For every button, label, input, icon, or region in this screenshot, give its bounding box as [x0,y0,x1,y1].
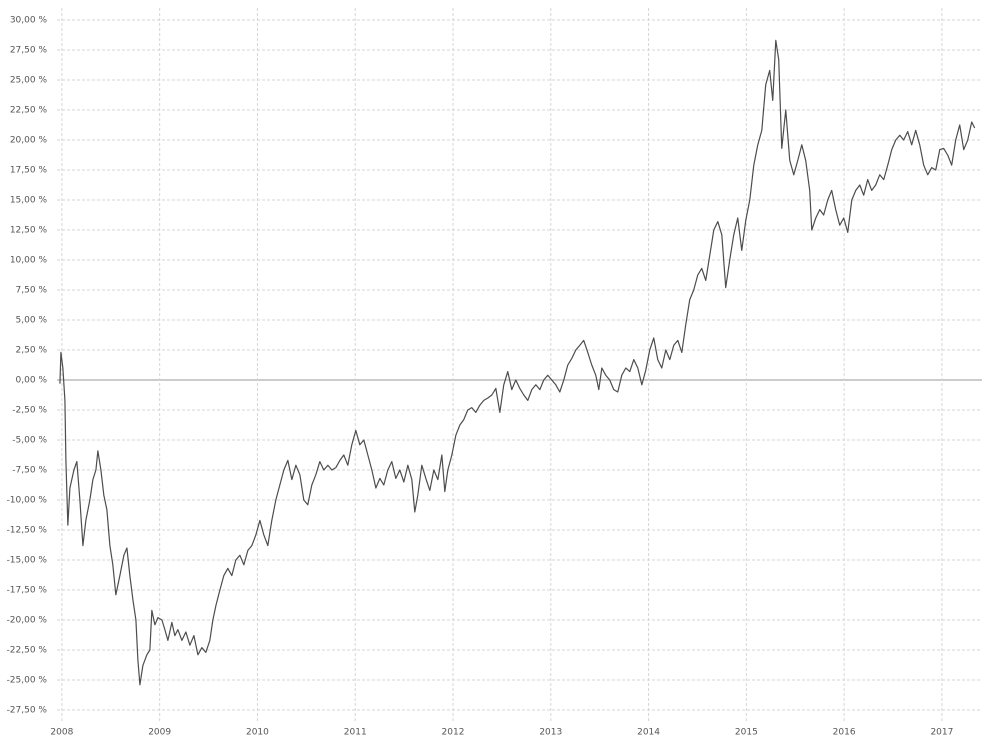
y-tick-label: 17,50 % [10,166,48,176]
y-tick-label: -22,50 % [7,646,48,656]
y-tick-label: 22,50 % [10,106,48,116]
y-tick-label: -12,50 % [7,526,48,536]
y-tick-label: 20,00 % [10,136,48,146]
x-tick-label: 2009 [148,728,171,738]
x-tick-label: 2011 [344,728,367,738]
x-tick-label: 2015 [735,728,758,738]
y-tick-label: 10,00 % [10,256,48,266]
y-tick-label: -5,00 % [12,436,47,446]
y-tick-label: 12,50 % [10,226,48,236]
x-tick-label: 2008 [50,728,73,738]
y-tick-label: 7,50 % [16,286,48,296]
y-tick-label: -25,00 % [7,676,48,686]
y-tick-label: -10,00 % [7,496,48,506]
y-tick-label: 5,00 % [16,316,48,326]
y-tick-label: 2,50 % [16,346,48,356]
y-tick-label: 0,00 % [16,376,48,386]
data-line [59,39,976,686]
y-tick-label: 25,00 % [10,76,48,86]
x-tick-label: 2017 [930,728,953,738]
y-tick-label: 30,00 % [10,16,48,26]
y-tick-label: 15,00 % [10,196,48,206]
x-tick-label: 2014 [637,728,660,738]
x-tick-label: 2010 [246,728,269,738]
x-tick-label: 2013 [539,728,562,738]
y-tick-label: -2,50 % [12,406,47,416]
x-tick-label: 2016 [833,728,856,738]
y-tick-label: -17,50 % [7,586,48,596]
y-tick-label: -7,50 % [12,466,47,476]
y-tick-label: -27,50 % [7,706,48,716]
y-tick-label: 27,50 % [10,46,48,56]
x-tick-label: 2012 [442,728,465,738]
y-tick-label: -20,00 % [7,616,48,626]
y-tick-label: -15,00 % [7,556,48,566]
